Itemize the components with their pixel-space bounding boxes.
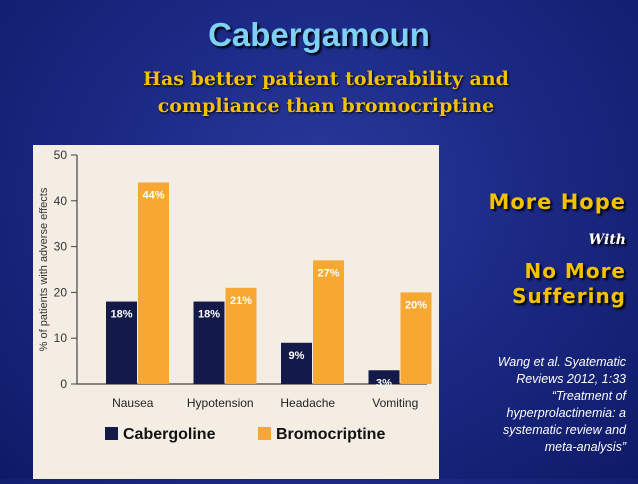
x-category-label: Nausea [112, 396, 154, 410]
y-tick-label: 40 [54, 194, 68, 208]
bar-bromocriptine-nausea [138, 182, 169, 384]
bar-data-label: 18% [198, 309, 220, 321]
legend-label-cabergoline: Cabergoline [123, 426, 216, 443]
side-heading-2-line-2: Suffering [512, 284, 626, 308]
x-category-label: Headache [280, 396, 335, 410]
chart-panel: 0 10 20 30 40 50 % of patients with adverse ef… [33, 145, 439, 479]
x-category-label: Hypotension [187, 396, 254, 410]
y-tick-label: 20 [54, 285, 68, 299]
y-tick-label: 50 [54, 148, 68, 162]
bar-bromocriptine-vomiting [400, 292, 432, 384]
bar-data-label: 9% [289, 350, 305, 362]
bar-data-label: 44% [142, 189, 164, 201]
citation-line: “Treatment of [551, 389, 626, 403]
bar-data-label: 3% [376, 377, 392, 389]
slide-title: Cabergamoun [208, 16, 430, 53]
bar-data-label: 21% [230, 295, 252, 307]
x-category-label: Vomiting [372, 396, 418, 410]
citation-line: hyperprolactinemia: a [506, 406, 626, 420]
legend-swatch-bromocriptine [258, 427, 271, 440]
bar-cabergoline-hypotension [193, 301, 225, 384]
bar-data-label: 20% [405, 299, 427, 311]
legend-label-bromocriptine: Bromocriptine [276, 426, 385, 443]
citation: Wang et al. Syatematic Reviews 2012, 1:3… [470, 354, 626, 456]
side-heading-2-line-1: No More [524, 259, 626, 283]
bar-cabergoline-headache [281, 342, 312, 384]
y-tick-label: 30 [54, 240, 68, 254]
bar-cabergoline-nausea [106, 301, 137, 384]
adverse-effects-bar-chart: 0 10 20 30 40 50 % of patients with adverse ef… [38, 148, 432, 443]
bar-data-label: 18% [110, 309, 132, 321]
subtitle-line-2: compliance than bromocriptine [157, 95, 495, 117]
side-heading-more-hope: More Hope [488, 190, 626, 214]
side-with: With [588, 232, 626, 248]
citation-line: Reviews 2012, 1:33 [516, 372, 626, 386]
side-heading-no-more-suffering: No More Suffering [512, 259, 626, 309]
legend-swatch-cabergoline [105, 427, 118, 440]
citation-line: Wang et al. Syatematic [497, 355, 626, 369]
bar-data-label: 27% [317, 267, 339, 279]
bar-bromocriptine-hypotension [225, 287, 257, 384]
subtitle-line-1: Has better patient tolerability and [143, 68, 509, 90]
slide-subtitle: Has better patient tolerability and comp… [86, 66, 566, 120]
y-axis-label: % of patients with adverse effects [38, 187, 50, 351]
bar-bromocriptine-headache [313, 260, 344, 384]
y-tick-label: 10 [54, 331, 68, 345]
citation-line: systematic review and [503, 423, 626, 437]
y-tick-label: 0 [60, 377, 67, 391]
citation-line: meta-analysis” [544, 440, 626, 454]
bar-cabergoline-vomiting [368, 370, 400, 384]
